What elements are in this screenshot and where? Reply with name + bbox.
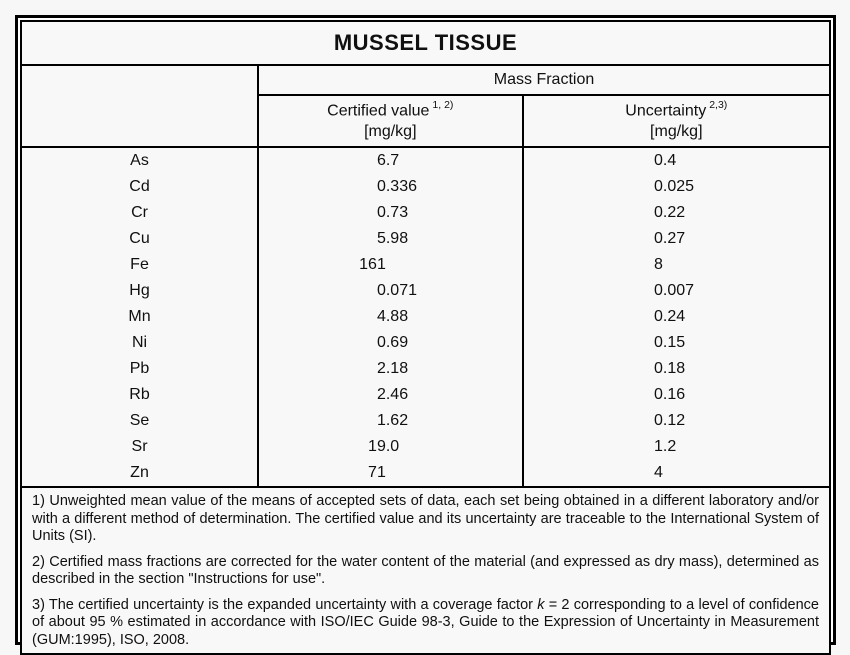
table-row: Cr 0.73 0.22 — [21, 200, 830, 226]
uncertainty-value: 0.22 — [521, 200, 830, 226]
uncertainty-value: 0.025 — [521, 174, 830, 200]
data-rows: As 6.7 0.4 Cd 0.336 0.025 Cr 0.73 0.22 Cu 5.98 0.27… — [21, 147, 830, 487]
certified-value-label: Certified value — [327, 101, 430, 119]
uncertainty-value: 0.24 — [521, 304, 830, 330]
table-row: Mn 4.88 0.24 — [21, 304, 830, 330]
certified-values-table: MUSSEL TISSUE Mass Fraction Certified va… — [20, 20, 831, 655]
certified-value: 5.98 — [257, 226, 523, 252]
title-row: MUSSEL TISSUE — [21, 21, 830, 66]
table-row: Ni 0.69 0.15 — [21, 330, 830, 356]
certified-value-column-header: Certified value 1, 2) [mg/kg] — [258, 95, 523, 148]
certified-value: 1.62 — [257, 408, 523, 434]
group-header-row: Mass Fraction — [21, 65, 830, 148]
uncertainty-value: 0.18 — [521, 356, 830, 382]
table-row: Fe 161 8 — [21, 252, 830, 278]
certified-value-footnote-refs: 1, 2) — [432, 98, 454, 111]
uncertainty-value: 4 — [521, 460, 830, 487]
uncertainty-value: 0.16 — [521, 382, 830, 408]
certified-value: 4.88 — [257, 304, 523, 330]
element-symbol: Mn — [128, 308, 151, 325]
table-row: Se 1.62 0.12 — [21, 408, 830, 434]
uncertainty-column-header: Uncertainty 2,3) [mg/kg] — [521, 95, 830, 148]
uncertainty-value: 0.12 — [521, 408, 830, 434]
uncertainty-value: 0.007 — [521, 278, 830, 304]
certified-value: 0.336 — [257, 174, 523, 200]
element-symbol: Zn — [130, 464, 149, 481]
uncertainty-value: 0.15 — [521, 330, 830, 356]
uncertainty-value: 8 — [521, 252, 830, 278]
certified-value: 6.7 — [257, 147, 523, 174]
certified-value: 161 — [257, 252, 523, 278]
document-frame: MUSSEL TISSUE Mass Fraction Certified va… — [15, 15, 836, 655]
page-title: MUSSEL TISSUE — [21, 21, 830, 66]
footnote-1: 1) Unweighted mean value of the means of… — [32, 493, 819, 544]
certified-value: 2.46 — [257, 382, 523, 408]
uncertainty-value: 1.2 — [521, 434, 830, 460]
table-row: Hg 0.071 0.007 — [21, 278, 830, 304]
table-row: Cu 5.98 0.27 — [21, 226, 830, 252]
footnote-3: 3) The certified uncertainty is the expa… — [32, 596, 819, 648]
element-symbol: Rb — [129, 386, 150, 403]
certified-value: 19.0 — [257, 434, 523, 460]
table-row: Pb 2.18 0.18 — [21, 356, 830, 382]
table-row: As 6.7 0.4 — [21, 147, 830, 174]
table-row: Sr 19.0 1.2 — [21, 434, 830, 460]
uncertainty-unit: [mg/kg] — [650, 122, 703, 140]
element-symbol: Cu — [129, 230, 150, 247]
certified-value: 0.69 — [257, 330, 523, 356]
certified-value: 2.18 — [257, 356, 523, 382]
element-symbol: Cr — [131, 204, 148, 221]
element-symbol: As — [130, 152, 149, 169]
column-header-row: Certified value 1, 2) [mg/kg] Uncertainty… — [21, 95, 830, 148]
table-row: Rb 2.46 0.16 — [21, 382, 830, 408]
element-symbol: Sr — [131, 438, 148, 455]
certified-value: 0.73 — [257, 200, 523, 226]
element-symbol: Fe — [130, 256, 149, 273]
uncertainty-label: Uncertainty — [625, 101, 707, 119]
element-symbol: Cd — [129, 178, 150, 195]
element-symbol: Ni — [131, 334, 148, 351]
table-row: Cd 0.336 0.025 — [21, 174, 830, 200]
table-row: Zn 71 4 — [21, 460, 830, 487]
footnotes: 1) Unweighted mean value of the means of… — [21, 486, 830, 654]
uncertainty-footnote-refs: 2,3) — [709, 98, 728, 111]
footnote-2: 2) Certified mass fractions are correcte… — [32, 553, 819, 588]
element-symbol: Se — [129, 412, 150, 429]
certified-value: 0.071 — [257, 278, 523, 304]
certified-value-unit: [mg/kg] — [364, 122, 417, 140]
uncertainty-value: 0.27 — [521, 226, 830, 252]
uncertainty-value: 0.4 — [521, 147, 830, 174]
empty-corner-cell — [21, 65, 260, 148]
mass-fraction-header: Mass Fraction — [258, 65, 830, 96]
element-symbol: Pb — [129, 360, 150, 377]
certified-value: 71 — [257, 460, 523, 487]
element-symbol: Hg — [129, 282, 150, 299]
footnotes-row: 1) Unweighted mean value of the means of… — [21, 486, 830, 654]
